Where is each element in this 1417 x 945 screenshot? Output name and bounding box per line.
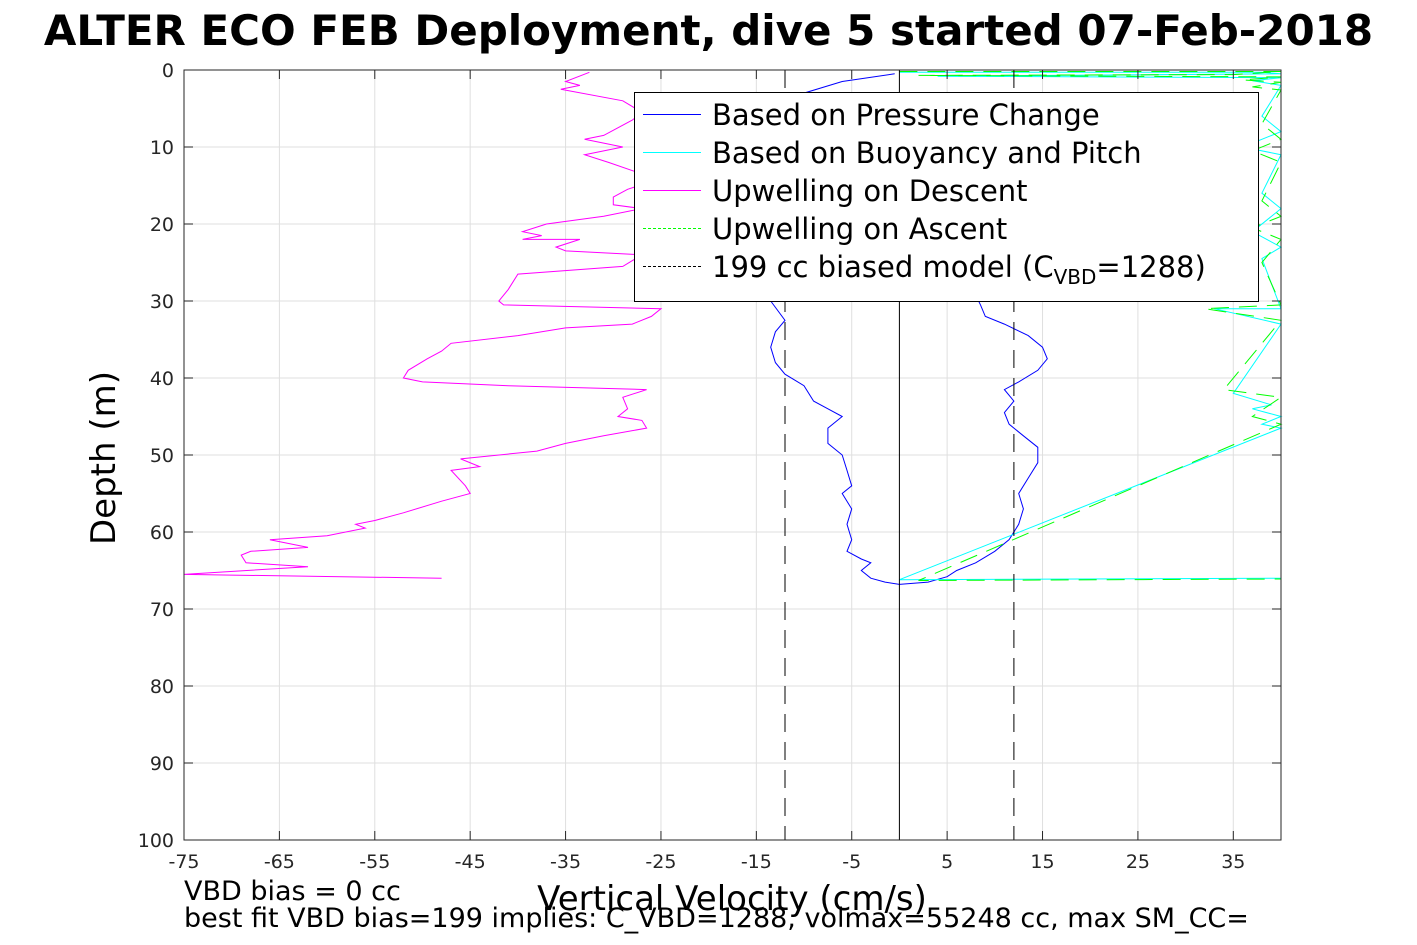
legend-item-buoyancy: Based on Buoyancy and Pitch — [635, 134, 1255, 172]
y-tick-label: 30 — [150, 291, 174, 313]
x-tick-label: -5 — [842, 851, 861, 873]
y-tick-label: 90 — [150, 753, 174, 775]
x-tick-label: -35 — [550, 851, 581, 873]
x-tick-label: -75 — [168, 851, 199, 873]
legend-label-pressure: Based on Pressure Change — [712, 98, 1100, 132]
y-tick-label: 20 — [150, 214, 174, 236]
y-axis-label: Depth (m) — [84, 370, 124, 546]
series-line-0 — [770, 73, 1048, 585]
chart-title: ALTER ECO FEB Deployment, dive 5 started… — [43, 6, 1374, 55]
y-tick-label: 80 — [150, 676, 174, 698]
series-line-2 — [183, 71, 663, 579]
legend: Based on Pressure Change Based on Buoyan… — [634, 92, 1259, 302]
y-tick-label: 0 — [162, 60, 174, 82]
legend-item-descent: Upwelling on Descent — [635, 172, 1255, 210]
x-tick-label: 15 — [1030, 851, 1054, 873]
axes-frame — [183, 69, 1282, 841]
legend-swatch-buoyancy — [643, 152, 701, 153]
x-tick-label: -15 — [741, 851, 772, 873]
best-fit-note: best fit VBD bias=199 implies: C_VBD=128… — [184, 903, 1249, 934]
legend-item-pressure: Based on Pressure Change — [635, 96, 1255, 134]
legend-swatch-descent — [643, 190, 701, 191]
legend-item-model: 199 cc biased model (CVBD=1288) — [635, 248, 1255, 289]
legend-item-ascent: Upwelling on Ascent — [635, 210, 1255, 248]
legend-label-ascent: Upwelling on Ascent — [712, 212, 1008, 246]
series-line-3 — [899, 71, 1283, 581]
legend-swatch-pressure — [643, 114, 701, 115]
x-tick-label: 5 — [941, 851, 953, 873]
x-axis-label: Vertical Velocity (cm/s) — [537, 879, 927, 919]
x-tick-label: -55 — [359, 851, 390, 873]
y-tick-label: 60 — [150, 522, 174, 544]
y-tick-label: 70 — [150, 599, 174, 621]
x-tick-label: -65 — [264, 851, 295, 873]
legend-swatch-ascent — [643, 228, 701, 229]
x-tick-label: 25 — [1126, 851, 1150, 873]
x-tick-label: -45 — [455, 851, 486, 873]
x-tick-label: 35 — [1221, 851, 1245, 873]
legend-label-descent: Upwelling on Descent — [712, 174, 1028, 208]
x-tick-label: -25 — [645, 851, 676, 873]
y-tick-label: 10 — [150, 137, 174, 159]
legend-label-buoyancy: Based on Buoyancy and Pitch — [712, 136, 1142, 170]
tick-labels: -75 -65 -55 -45 -35 -25 -15 -5 5 15 25 350102030405… — [138, 60, 1281, 873]
y-tick-label: 50 — [150, 445, 174, 467]
legend-label-model: 199 cc biased model (CVBD=1288) — [712, 250, 1206, 289]
legend-swatch-model — [643, 266, 701, 267]
y-tick-label: 100 — [138, 830, 174, 852]
vbd-bias-note: VBD bias = 0 cc — [184, 876, 401, 907]
y-tick-label: 40 — [150, 368, 174, 390]
